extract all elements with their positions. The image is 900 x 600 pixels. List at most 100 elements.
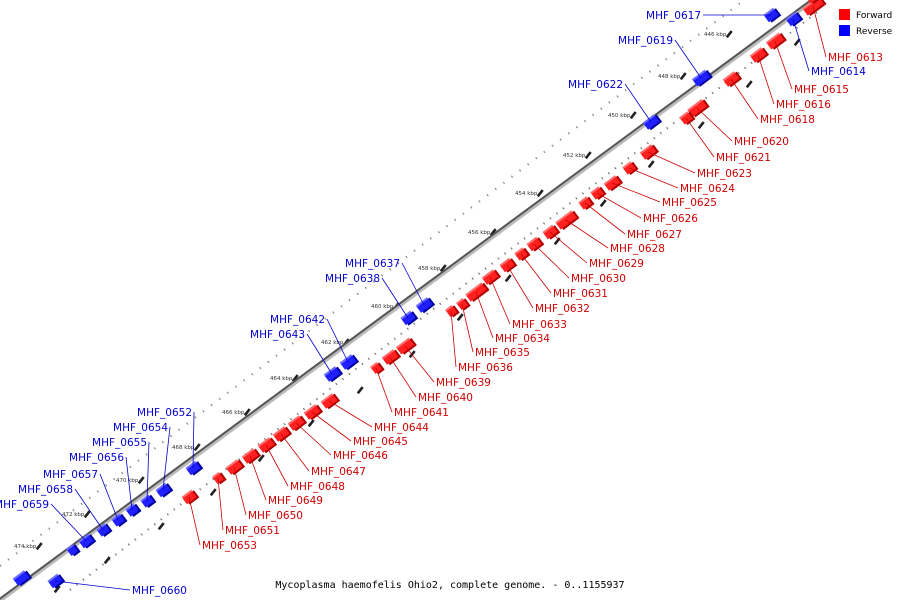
label-mhf-0639[interactable]: MHF_0639: [436, 377, 491, 389]
gene-mhf-0626[interactable]: [590, 185, 607, 201]
label-mhf-0644[interactable]: MHF_0644: [374, 422, 429, 434]
label-mhf-0638[interactable]: MHF_0638: [325, 273, 380, 285]
label-mhf-0624[interactable]: MHF_0624: [680, 183, 735, 195]
label-mhf-0645[interactable]: MHF_0645: [353, 436, 408, 448]
gene-block-highlight: [320, 393, 334, 404]
label-mhf-0642[interactable]: MHF_0642: [270, 314, 325, 326]
gene-labels: MHF_0613 MHF_0614 MHF_0615 MHF_0616 MHF_0617…: [0, 10, 883, 597]
gene-mhf-0634[interactable]: [465, 281, 490, 303]
leader-mhf-0631: [520, 253, 552, 294]
label-mhf-0653[interactable]: MHF_0653: [202, 540, 257, 552]
label-mhf-0614[interactable]: MHF_0614: [811, 66, 866, 78]
label-mhf-0622[interactable]: MHF_0622: [568, 79, 623, 91]
label-mhf-0618[interactable]: MHF_0618: [760, 114, 815, 126]
gene-mhf-0614[interactable]: [785, 11, 804, 28]
label-mhf-0655[interactable]: MHF_0655: [92, 437, 147, 449]
leader-mhf-0635: [461, 303, 474, 353]
scale-dotted-line-upper: [0, 0, 747, 567]
label-mhf-0647[interactable]: MHF_0647: [311, 466, 366, 478]
label-mhf-0630[interactable]: MHF_0630: [571, 273, 626, 285]
gene-mhf-0648[interactable]: [257, 436, 278, 454]
leader-mhf-0658: [74, 488, 104, 531]
label-mhf-0656[interactable]: MHF_0656: [69, 452, 124, 464]
gene-mhf-0638[interactable]: [400, 310, 419, 327]
label-mhf-0637[interactable]: MHF_0637: [345, 258, 400, 270]
gene-mhf-0659[interactable]: [78, 533, 97, 550]
scale-tick-label: 446 kbp: [704, 32, 727, 38]
gene-mhf-0631[interactable]: [514, 246, 531, 262]
label-mhf-0623[interactable]: MHF_0623: [697, 168, 752, 180]
gene-block-unlabeled[interactable]: [66, 543, 81, 558]
label-mhf-0633[interactable]: MHF_0633: [512, 319, 567, 331]
gene-block-highlight: [722, 71, 736, 82]
label-mhf-0643[interactable]: MHF_0643: [250, 329, 305, 341]
gene-block-highlight: [12, 570, 26, 581]
label-mhf-0619[interactable]: MHF_0619: [618, 35, 673, 47]
scale-tick-mark: [356, 386, 364, 395]
label-mhf-0646[interactable]: MHF_0646: [333, 450, 388, 462]
label-mhf-0629[interactable]: MHF_0629: [589, 258, 644, 270]
label-mhf-0617[interactable]: MHF_0617: [646, 10, 701, 22]
label-mhf-0641[interactable]: MHF_0641: [394, 407, 449, 419]
label-mhf-0649[interactable]: MHF_0649: [268, 495, 323, 507]
label-mhf-0654[interactable]: MHF_0654: [113, 422, 168, 434]
label-mhf-0658[interactable]: MHF_0658: [18, 484, 73, 496]
leader-mhf-0655: [146, 441, 150, 502]
label-mhf-0625[interactable]: MHF_0625: [662, 197, 717, 209]
label-mhf-0652[interactable]: MHF_0652: [137, 407, 192, 419]
label-mhf-0620[interactable]: MHF_0620: [734, 136, 789, 148]
label-mhf-0626[interactable]: MHF_0626: [643, 213, 698, 225]
gene-block-highlight: [415, 297, 429, 308]
label-mhf-0660[interactable]: MHF_0660: [132, 585, 187, 597]
gene-mhf-0640[interactable]: [381, 348, 402, 366]
label-mhf-0650[interactable]: MHF_0650: [248, 510, 303, 522]
label-mhf-0659[interactable]: MHF_0659: [0, 499, 49, 511]
label-mhf-0657[interactable]: MHF_0657: [43, 469, 98, 481]
label-mhf-0636[interactable]: MHF_0636: [458, 362, 513, 374]
label-mhf-0635[interactable]: MHF_0635: [475, 347, 530, 359]
leader-mhf-0648: [265, 444, 289, 487]
gene-mhf-0630[interactable]: [526, 236, 545, 253]
gene-mhf-0649[interactable]: [241, 447, 262, 465]
label-mhf-0640[interactable]: MHF_0640: [418, 392, 473, 404]
label-mhf-0648[interactable]: MHF_0648: [290, 481, 345, 493]
gene-mhf-0628[interactable]: [555, 209, 580, 231]
gene-mhf-0646[interactable]: [287, 414, 308, 432]
gene-block-highlight: [287, 415, 301, 426]
label-mhf-0651[interactable]: MHF_0651: [225, 525, 280, 537]
gene-mhf-0643[interactable]: [323, 365, 344, 383]
leader-mhf-0656: [125, 456, 133, 511]
label-mhf-0613[interactable]: MHF_0613: [828, 52, 883, 64]
gene-mhf-0636[interactable]: [445, 304, 460, 319]
gene-mhf-0641[interactable]: [370, 361, 385, 376]
backbone-shadow: [0, 0, 818, 600]
scale-tick: 456 kbp: [468, 228, 497, 237]
label-mhf-0632[interactable]: MHF_0632: [535, 303, 590, 315]
label-mhf-0621[interactable]: MHF_0621: [716, 152, 771, 164]
gene-block-face: [12, 570, 30, 586]
gene-mhf-0632[interactable]: [499, 257, 518, 274]
label-mhf-0631[interactable]: MHF_0631: [553, 288, 608, 300]
label-mhf-0615[interactable]: MHF_0615: [794, 84, 849, 96]
gene-mhf-0645[interactable]: [303, 403, 324, 421]
gene-block-highlight: [465, 282, 483, 297]
gene-block-highlight: [749, 47, 763, 58]
backbone-line: [0, 0, 813, 600]
label-mhf-0627[interactable]: MHF_0627: [627, 229, 682, 241]
gene-mhf-0651[interactable]: [212, 471, 227, 486]
gene-mhf-0637[interactable]: [415, 296, 436, 314]
label-mhf-0634[interactable]: MHF_0634: [495, 333, 550, 345]
gene-block-unlabeled[interactable]: [12, 569, 33, 587]
gene-block-unlabeled[interactable]: [805, 0, 822, 5]
label-mhf-0628[interactable]: MHF_0628: [610, 243, 665, 255]
scale-tick-mark: [53, 585, 61, 594]
gene-mhf-0616[interactable]: [749, 46, 770, 64]
scale-tick-label: 470 kbp: [116, 478, 139, 484]
leader-mhf-0624: [628, 167, 679, 189]
scale-tick: 472 kbp: [62, 510, 91, 519]
leader-mhf-0644: [328, 400, 373, 428]
label-mhf-0616[interactable]: MHF_0616: [776, 99, 831, 111]
gene-mhf-0647[interactable]: [272, 425, 293, 443]
leader-mhf-0657: [99, 473, 119, 521]
